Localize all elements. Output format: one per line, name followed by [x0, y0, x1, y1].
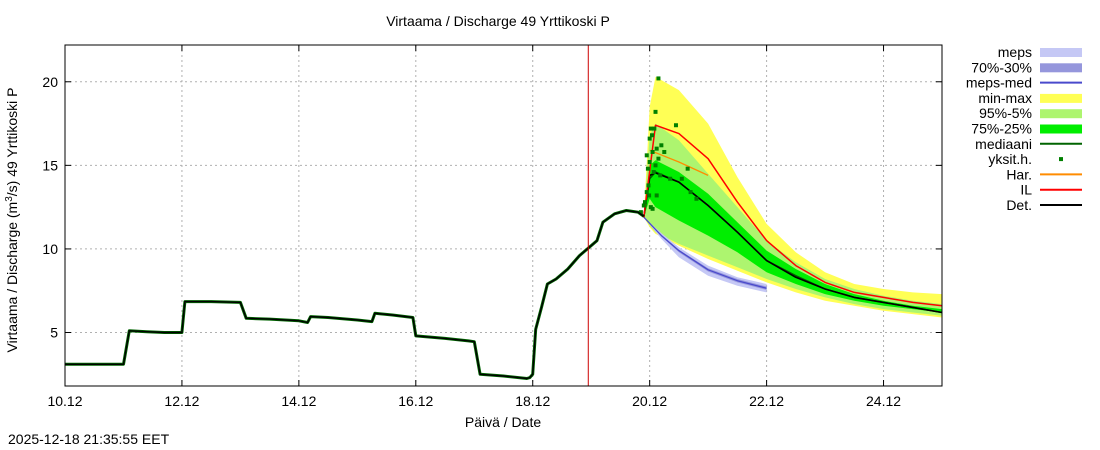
single-member-point [650, 149, 655, 154]
il-line [643, 124, 943, 307]
y-axis-label-sup: 3 [4, 196, 15, 202]
single-member-point [685, 166, 690, 171]
y-tick-label: 10 [42, 241, 58, 257]
legend-label: 95%-5% [979, 105, 1032, 121]
single-member-point [694, 196, 699, 201]
har-line [649, 149, 709, 176]
legend-label: 75%-25% [971, 121, 1032, 137]
legend-label: 70%-30% [971, 59, 1032, 75]
single-member-point [653, 109, 658, 114]
meps-med-line [643, 216, 767, 289]
single-member-point [644, 153, 649, 158]
single-member-point [651, 170, 656, 175]
single-member-point [662, 149, 667, 154]
single-member-point [648, 126, 653, 131]
y-axis-label-tail: /s) 49 Yrttikoski P [4, 88, 20, 197]
x-axis-label: Päivä / Date [465, 414, 541, 430]
observed-line [65, 209, 645, 380]
x-tick-label: 10.12 [47, 393, 82, 409]
legend-swatch [1040, 63, 1082, 73]
legend-label: meps [998, 44, 1032, 60]
single-member-point [652, 126, 657, 131]
single-member-point [647, 193, 652, 198]
single-member-point [688, 190, 693, 195]
plot-frame [64, 44, 943, 387]
y-tick-label: 5 [50, 325, 58, 341]
legend-label: min-max [978, 90, 1032, 106]
legend-label: Det. [1006, 197, 1032, 213]
single-member-point [642, 200, 647, 205]
legend-swatch [1059, 157, 1063, 162]
single-member-point [646, 183, 651, 188]
legend-label: IL [1020, 182, 1032, 198]
chart-title: Virtaama / Discharge 49 Yrttikoski P [386, 13, 610, 29]
x-tick-label: 12.12 [164, 393, 199, 409]
legend-swatch [1040, 124, 1082, 134]
x-tick-label: 14.12 [281, 393, 316, 409]
legend-label: yksit.h. [988, 151, 1032, 167]
single-member-point [658, 173, 663, 178]
legend-swatch [1040, 109, 1082, 119]
x-tick-label: 16.12 [398, 393, 433, 409]
legend-swatch [1040, 93, 1082, 103]
y-axis-label-main: Virtaama / Discharge (m [4, 202, 20, 353]
y-tick-label: 20 [42, 74, 58, 90]
single-member-point [656, 156, 661, 161]
y-axis-label: Virtaama / Discharge (m3/s) 49 Yrttikosk… [4, 88, 21, 353]
single-member-point [656, 76, 661, 81]
single-member-point [659, 143, 664, 148]
legend-label: mediaani [975, 136, 1032, 152]
single-member-point [645, 166, 650, 171]
single-member-point [654, 146, 659, 151]
single-member-point [654, 193, 659, 198]
legend-label: meps-med [966, 75, 1032, 91]
plot-background [65, 45, 942, 386]
y-tick-label: 15 [42, 157, 58, 173]
single-member-point [638, 210, 643, 215]
x-tick-label: 22.12 [749, 393, 784, 409]
single-member-point [641, 203, 646, 208]
x-tick-label: 18.12 [515, 393, 550, 409]
single-member-point [653, 163, 658, 168]
legend-label: Har. [1006, 166, 1032, 182]
single-member-point [647, 136, 652, 141]
timestamp: 2025-12-18 21:35:55 EET [8, 431, 170, 447]
legend-swatch [1040, 48, 1082, 57]
plot-area: 10.12 12.12 14.12 16.12 18.12 20.12 22.12 24.12… [42, 44, 943, 409]
x-tick-label: 24.12 [866, 393, 901, 409]
single-member-point [644, 190, 649, 195]
single-member-point [679, 176, 684, 181]
single-member-point [673, 123, 678, 128]
single-member-point [650, 206, 655, 211]
legend: meps70%-30%meps-medmin-max95%-5%75%-25%m… [966, 44, 1082, 213]
x-tick-label: 20.12 [632, 393, 667, 409]
single-member-point [650, 133, 655, 138]
p75-25-band [643, 160, 942, 313]
single-member-point [647, 160, 652, 165]
single-member-point [668, 176, 673, 181]
